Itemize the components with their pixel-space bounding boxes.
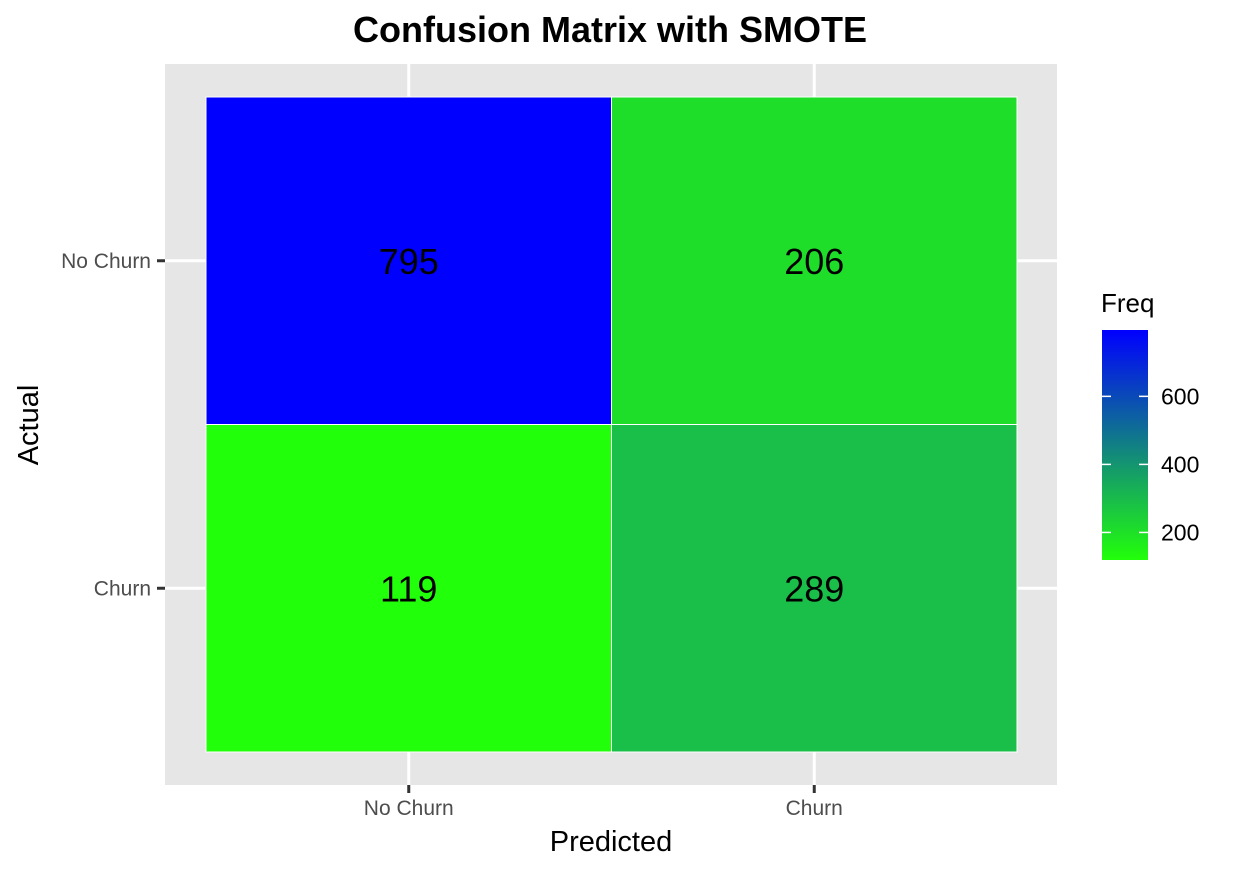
x-axis-ticks: No Churn Churn — [364, 785, 843, 820]
heatmap-cell — [611, 424, 1018, 753]
heatmap-cell — [611, 96, 1018, 425]
x-tick-label: No Churn — [364, 797, 454, 820]
legend-title: Freq — [1101, 288, 1154, 318]
x-tick-label: Churn — [786, 797, 843, 820]
y-tick-label: Churn — [94, 577, 151, 600]
legend-tick-label: 600 — [1161, 383, 1199, 409]
legend-tick-label: 400 — [1161, 451, 1199, 477]
cell-value-label: 289 — [784, 568, 844, 609]
cell-value-label: 119 — [380, 568, 437, 609]
y-axis-title: Actual — [13, 385, 45, 466]
cell-value-label: 795 — [379, 241, 439, 282]
chart-title: Confusion Matrix with SMOTE — [353, 9, 867, 50]
x-axis-title: Predicted — [550, 826, 673, 858]
heatmap-cell — [205, 424, 612, 753]
heatmap-cells — [205, 96, 1018, 753]
legend: Freq 200 400 600 — [1101, 288, 1199, 560]
legend-colorbar — [1102, 330, 1148, 560]
cell-value-label: 206 — [784, 241, 844, 282]
cell-value-labels: 795 206 119 289 — [379, 241, 845, 610]
legend-tick-label: 200 — [1161, 519, 1199, 545]
y-tick-label: No Churn — [61, 250, 151, 273]
legend-ticks: 200 400 600 — [1102, 383, 1199, 545]
y-axis-ticks: No Churn Churn — [61, 250, 165, 600]
